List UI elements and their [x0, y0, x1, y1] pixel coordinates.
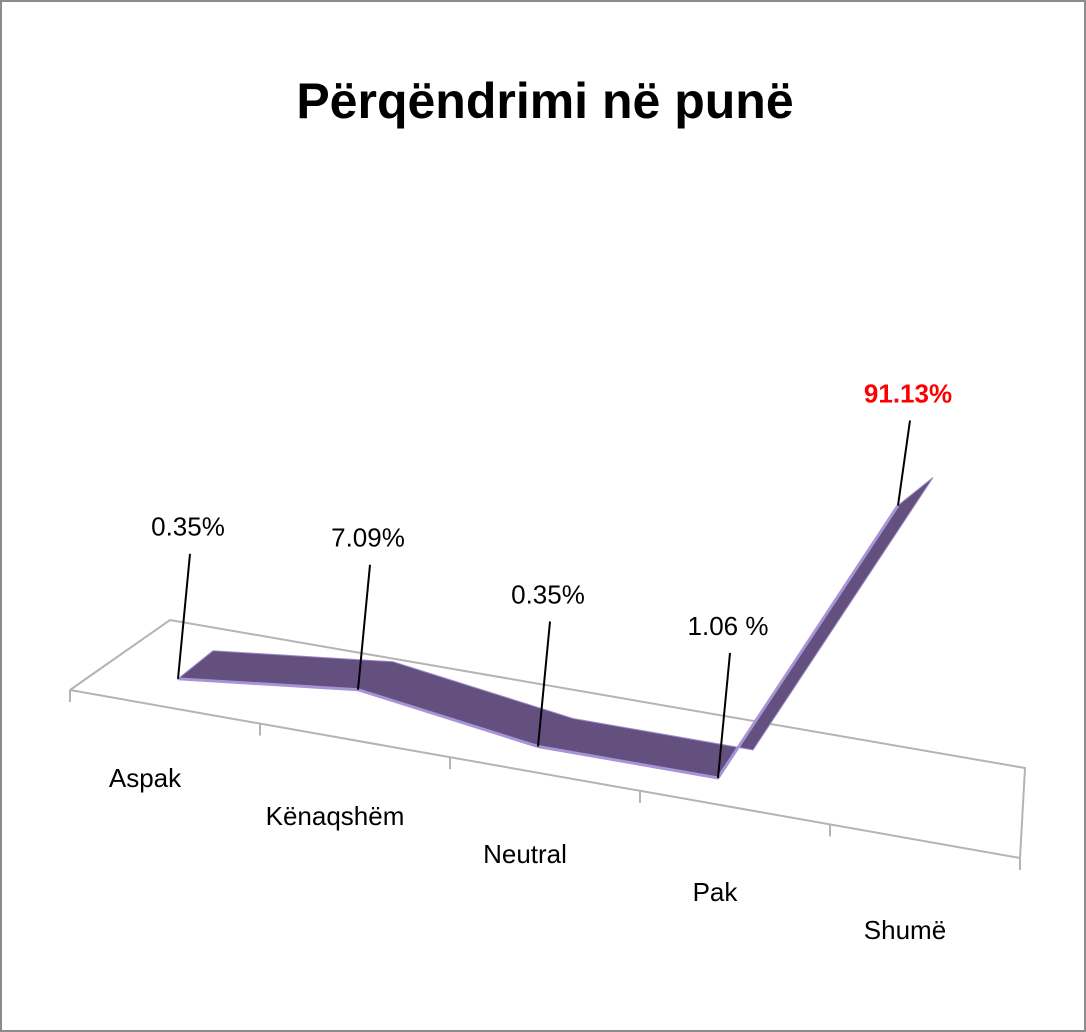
leader-line	[717, 652, 731, 779]
chart-title: Përqëndrimi në punë	[296, 73, 793, 129]
floor	[69, 618, 1027, 859]
x-tick-label: Shumë	[864, 915, 946, 945]
leader-line	[177, 553, 191, 679]
leader-line	[537, 621, 551, 747]
value-label: 7.09%	[331, 523, 405, 553]
value-label: 0.35%	[511, 579, 585, 609]
value-label: 0.35%	[151, 512, 225, 542]
leader-line	[897, 420, 911, 506]
x-tick-label: Kënaqshëm	[266, 801, 405, 831]
value-label: 1.06 %	[688, 611, 769, 641]
floor-front-edge	[69, 689, 1021, 859]
x-tick-label: Neutral	[483, 839, 567, 869]
leader-line	[357, 564, 371, 690]
x-tick-label: Pak	[693, 877, 739, 907]
x-tick-label: Aspak	[109, 763, 182, 793]
value-label: 91.13%	[864, 378, 952, 408]
floor-back-edge	[69, 618, 1027, 859]
